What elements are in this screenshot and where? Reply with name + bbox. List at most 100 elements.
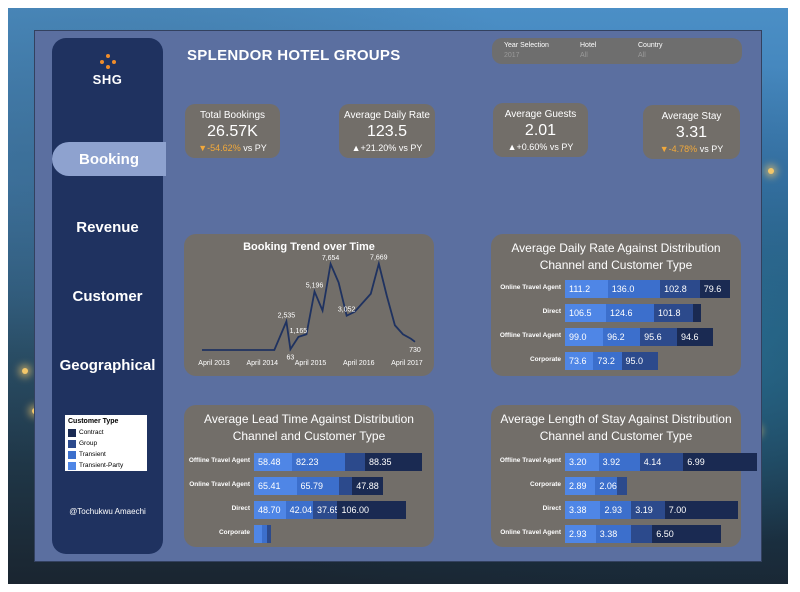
bar-segment[interactable]: 2.89 <box>565 477 596 495</box>
filter-bar: Year Selection 2017 Hotel All Country All <box>492 38 742 64</box>
bar-segment[interactable] <box>261 525 267 543</box>
bar-segment[interactable]: 96.2 <box>603 328 641 346</box>
bar-segment[interactable] <box>616 477 628 495</box>
bar-category-label: Corporate <box>218 529 250 536</box>
bar-segment[interactable]: 124.6 <box>606 304 654 322</box>
trend-data-label: 1,165 <box>290 328 308 335</box>
length-of-stay-chart-title: Average Length of Stay Against Distribut… <box>500 412 732 443</box>
bar-segment[interactable]: 101.8 <box>653 304 694 322</box>
trend-x-tick-label: April 2016 <box>343 360 375 367</box>
bar-category-label: Online Travel Agent <box>500 529 561 536</box>
trend-data-label: 730 <box>409 347 421 354</box>
sidebar: SHG Revenue Customer Geographical <box>52 38 163 554</box>
bar-category-label: Offline Travel Agent <box>499 332 561 339</box>
booking-trend-line <box>202 260 416 352</box>
legend-title: Customer Type <box>68 418 119 425</box>
legend-item: Transient-Party <box>68 460 144 471</box>
bar-segment[interactable]: 37.65 <box>312 501 338 519</box>
bar-segment[interactable]: 73.6 <box>565 352 594 370</box>
trend-data-label: 7,654 <box>322 255 340 262</box>
bar-segment[interactable]: 3.38 <box>595 525 632 543</box>
booking-trend-panel: Booking Trend over Time 2,535 63 1,165 5,19… <box>184 234 434 376</box>
trend-x-tick-label: April 2017 <box>391 360 423 367</box>
bar-segment[interactable]: 2.06 <box>595 477 617 495</box>
bar-segment[interactable] <box>693 304 701 322</box>
bar-segment[interactable] <box>267 525 271 543</box>
nav-item-customer[interactable]: Customer <box>72 288 143 305</box>
bar-category-label: Corporate <box>529 356 561 363</box>
trend-data-label: 63 <box>287 354 295 361</box>
bar-segment[interactable]: 6.99 <box>683 453 757 471</box>
bar-segment[interactable]: 4.14 <box>639 453 684 471</box>
logo: SHG <box>52 54 163 87</box>
trend-x-tick-label: April 2013 <box>198 360 230 367</box>
bar-segment[interactable]: 3.92 <box>598 453 640 471</box>
bar-segment[interactable]: 106.00 <box>337 501 407 519</box>
legend-item: Contract <box>68 427 144 438</box>
bar-category-label: Corporate <box>529 481 561 488</box>
booking-trend-title: Booking Trend over Time <box>243 241 375 253</box>
trend-data-label: 7,669 <box>370 255 388 262</box>
bar-segment[interactable]: 136.0 <box>607 280 661 298</box>
bar-segment[interactable]: 3.19 <box>631 501 665 519</box>
kpi-average-stay: Average Stay 3.31 ▼-4.78% vs PY <box>643 105 740 159</box>
filter-country[interactable]: Country All <box>638 42 663 59</box>
nav-item-booking[interactable]: Booking <box>52 142 166 176</box>
legend-item: Transient <box>68 449 144 460</box>
kpi-total-bookings: Total Bookings 26.57K ▼-54.62% vs PY <box>185 104 280 158</box>
bar-segment[interactable] <box>345 453 365 471</box>
bar-segment[interactable]: 6.50 <box>652 525 721 543</box>
booking-trend-chart: 2,535 63 1,165 5,196 7,654 3,052 7,669 730 April… <box>198 255 423 367</box>
bar-segment[interactable] <box>339 477 353 495</box>
bar-segment[interactable]: 2.93 <box>565 525 596 543</box>
bar-segment[interactable]: 79.6 <box>699 280 731 298</box>
bar-segment[interactable]: 102.8 <box>660 280 700 298</box>
bar-category-label: Online Travel Agent <box>189 481 250 488</box>
bar-segment[interactable]: 88.35 <box>364 453 423 471</box>
bar-segment[interactable]: 42.04 <box>285 501 313 519</box>
trend-data-label: 2,535 <box>278 312 296 319</box>
bar-segment[interactable]: 58.48 <box>254 453 292 471</box>
bar-segment[interactable]: 106.5 <box>565 304 606 322</box>
bar-category-label: Online Travel Agent <box>500 284 561 291</box>
logo-dots-icon <box>98 54 118 70</box>
bar-category-label: Direct <box>231 505 250 512</box>
logo-text: SHG <box>92 72 123 87</box>
trend-data-label: 5,196 <box>306 283 324 290</box>
bar-segment[interactable]: 94.6 <box>676 328 714 346</box>
bar-segment[interactable]: 111.2 <box>565 280 608 298</box>
bar-segment[interactable]: 48.70 <box>254 501 286 519</box>
bar-segment[interactable] <box>254 525 262 543</box>
legend-item: Group <box>68 438 144 449</box>
lead-time-chart-title: Average Lead Time Against Distribution C… <box>204 412 414 443</box>
bar-segment[interactable]: 65.79 <box>296 477 340 495</box>
filter-hotel[interactable]: Hotel All <box>580 42 597 59</box>
bar-category-label: Offline Travel Agent <box>188 457 250 464</box>
bar-segment[interactable]: 7.00 <box>664 501 739 519</box>
bar-category-label: Offline Travel Agent <box>499 457 561 464</box>
bar-segment[interactable]: 99.0 <box>565 328 604 346</box>
bar-segment[interactable] <box>631 525 653 543</box>
bar-segment[interactable]: 95.0 <box>621 352 659 370</box>
bar-category-label: Direct <box>542 505 561 512</box>
bar-segment[interactable]: 73.2 <box>593 352 622 370</box>
nav-item-geographical[interactable]: Geographical <box>59 357 156 374</box>
bar-segment[interactable]: 95.6 <box>640 328 677 346</box>
length-of-stay-panel: Average Length of Stay Against Distribut… <box>491 405 757 547</box>
lead-time-panel: Average Lead Time Against Distribution C… <box>184 405 434 547</box>
adr-chart-title: Average Daily Rate Against Distribution … <box>511 241 721 272</box>
customer-type-legend: Customer Type Contract Group Transient T… <box>65 415 147 471</box>
bar-segment[interactable]: 3.38 <box>565 501 601 519</box>
adr-panel: Average Daily Rate Against Distribution … <box>491 234 741 376</box>
trend-x-tick-label: April 2015 <box>295 360 327 367</box>
nav-item-revenue[interactable]: Revenue <box>76 219 139 236</box>
kpi-average-daily-rate: Average Daily Rate 123.5 ▲+21.20% vs PY <box>339 104 435 158</box>
bar-segment[interactable]: 3.20 <box>565 453 599 471</box>
bar-segment[interactable]: 47.88 <box>352 477 384 495</box>
bar-segment[interactable]: 82.23 <box>292 453 346 471</box>
bar-segment[interactable]: 65.41 <box>254 477 297 495</box>
bar-segment[interactable]: 2.93 <box>600 501 632 519</box>
page-title: SPLENDOR HOTEL GROUPS <box>187 47 401 64</box>
filter-year[interactable]: Year Selection 2017 <box>504 42 549 59</box>
trend-x-tick-label: April 2014 <box>247 360 279 367</box>
